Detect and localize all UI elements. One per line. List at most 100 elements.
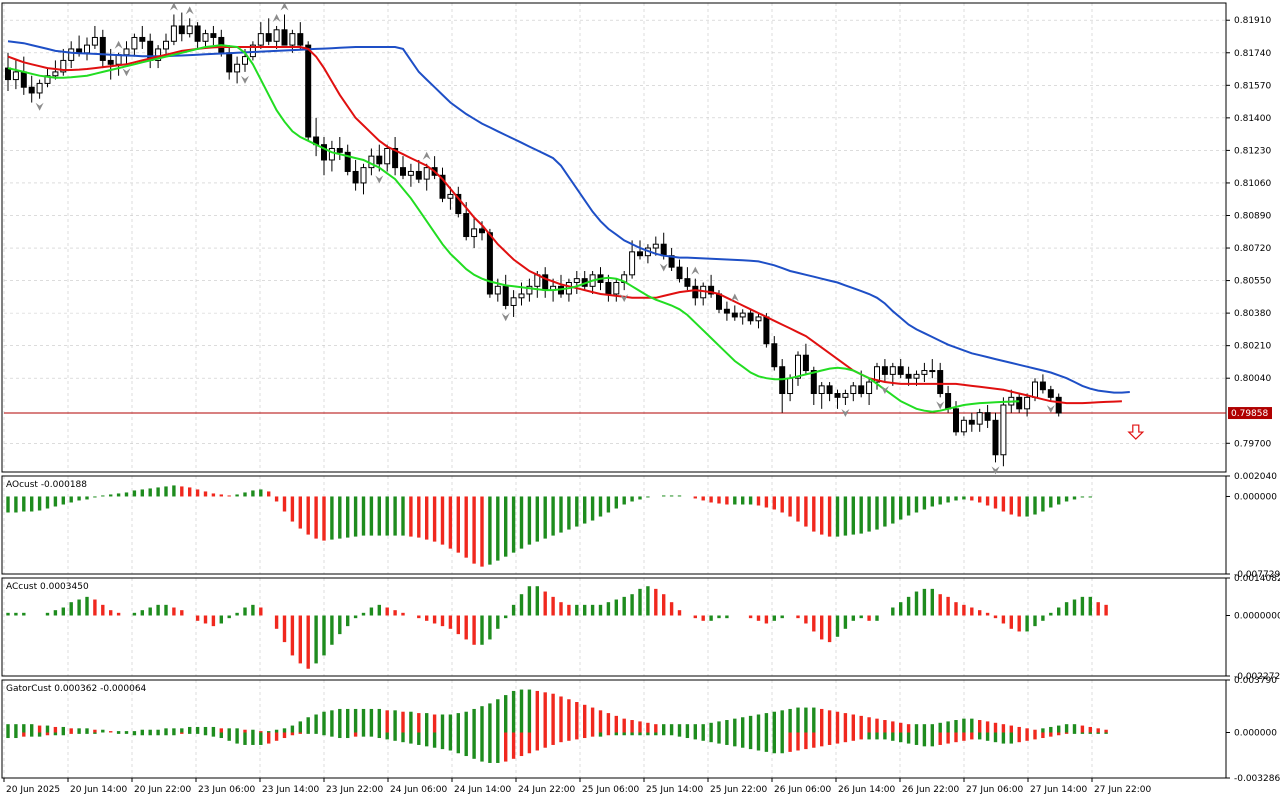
x-tick-label: 20 Jun 2025 (6, 785, 60, 795)
candle-body-bull (518, 293, 525, 299)
candle-body-bull (68, 48, 75, 61)
ao-panel[interactable]: AOcust -0.000188 (6, 480, 1093, 567)
y-tick-label: 0.80550 (1234, 277, 1271, 287)
candle-body-bear (723, 308, 730, 314)
candle (834, 389, 841, 409)
candle-body-bull (1024, 396, 1031, 410)
fractal-down-arrow (501, 313, 510, 322)
candle (795, 351, 801, 386)
candle-body-bull (629, 251, 636, 276)
candle-body-bear (28, 86, 35, 94)
y-tick-label: -0.0022727 (1234, 672, 1280, 682)
candle (352, 159, 359, 191)
ao-label: AOcust -0.000188 (6, 480, 87, 490)
candle (723, 301, 730, 321)
candle (415, 159, 422, 183)
candle-body-bear (107, 59, 114, 65)
candle-body-bear (605, 281, 612, 295)
candle (36, 79, 43, 99)
candle-body-bull (510, 297, 517, 306)
candle (257, 22, 264, 49)
candle-body-bull (573, 278, 580, 283)
candle-body-bear (502, 285, 509, 306)
y-tick-label: 0.0000000 (1234, 611, 1280, 621)
x-tick-label: 23 Jun 22:00 (326, 785, 383, 795)
candle-body-bear (731, 312, 738, 318)
time-axis: 20 Jun 2025 20 Jun 14:00 20 Jun 22:00 23 Ju… (3, 778, 1151, 795)
candle (455, 186, 462, 218)
x-tick-label: 26 Jun 14:00 (838, 785, 895, 795)
candle-body-bull (850, 385, 857, 395)
candle (874, 362, 880, 390)
candle-body-bull (234, 63, 241, 73)
candle-body-bear (352, 170, 359, 184)
candle-body-bear (905, 373, 912, 379)
y-tick-label: 0.000000 (1234, 492, 1277, 502)
candle (613, 278, 620, 302)
candle (739, 309, 746, 325)
candle-body-bull (526, 285, 533, 295)
current-price-label: 0.79858 (1231, 409, 1268, 419)
candle-body-bear (968, 419, 975, 425)
y-tick-label: 0.81740 (1234, 49, 1271, 59)
candle-body-bull (186, 25, 193, 35)
ac-label: ACcust 0.0003450 (6, 582, 89, 592)
candle-body-bear (747, 312, 754, 322)
candle-body-bear (321, 144, 327, 161)
candle (818, 382, 825, 409)
price-axis: 0.81910 0.81740 0.81570 0.81400 0.81230 0.810… (1226, 16, 1280, 784)
candle-body-bear (826, 385, 833, 395)
ac-panel[interactable]: ACcust 0.0003450 (6, 582, 1108, 669)
candle (731, 305, 738, 321)
y-tick-label: 0.79700 (1234, 439, 1271, 449)
candle-body-bull (960, 419, 967, 433)
candle (676, 259, 683, 283)
candle (968, 412, 975, 432)
candle-body-bear (763, 316, 770, 345)
candle (186, 18, 193, 38)
gator-panel[interactable]: GatorCust 0.000362 -0.000064 (6, 684, 1108, 763)
candle (755, 313, 762, 329)
candle-body-bear (881, 366, 888, 375)
candle-body-bull (289, 33, 296, 46)
candle-body-bull (60, 59, 67, 73)
candle-body-bull (818, 385, 825, 395)
candle-body-bull (249, 44, 256, 58)
candle-body-bull (787, 377, 794, 395)
candle-body-bear (344, 151, 351, 172)
panel-frames (1, 2, 1227, 779)
x-tick-label: 24 Jun 14:00 (454, 785, 511, 795)
candle (708, 274, 715, 298)
candle (336, 137, 343, 160)
candle-body-bear (810, 370, 817, 395)
fractal-up-arrow (114, 40, 123, 49)
candle-body-bull (652, 243, 659, 249)
candle (921, 362, 928, 383)
current-price-badge (1228, 407, 1272, 420)
y-tick-label: 0.81910 (1234, 16, 1271, 26)
candle (281, 14, 288, 46)
panel-frame-main (1, 2, 1227, 473)
candle-body-bear (194, 25, 201, 42)
candle (1055, 393, 1062, 417)
y-tick-label: 0.81230 (1234, 146, 1271, 156)
candle (234, 56, 241, 84)
candle-body-bear (708, 285, 715, 295)
candle (1016, 393, 1023, 413)
candle (1000, 397, 1007, 467)
candle-body-bear (637, 251, 643, 257)
candle-body-bull (739, 312, 746, 318)
candle (850, 382, 857, 402)
price-panel[interactable] (4, 2, 1226, 475)
y-tick-label: 0.81060 (1234, 179, 1271, 189)
candle-body-bear (439, 174, 446, 199)
candle-body-bull (273, 29, 280, 42)
panel-frame-ac (1, 577, 1227, 677)
fractal-down-arrow (936, 401, 945, 410)
candle-body-bear (897, 366, 904, 375)
candle (407, 163, 414, 187)
candle-body-bear (455, 193, 462, 215)
candle-body-bear (676, 266, 683, 280)
